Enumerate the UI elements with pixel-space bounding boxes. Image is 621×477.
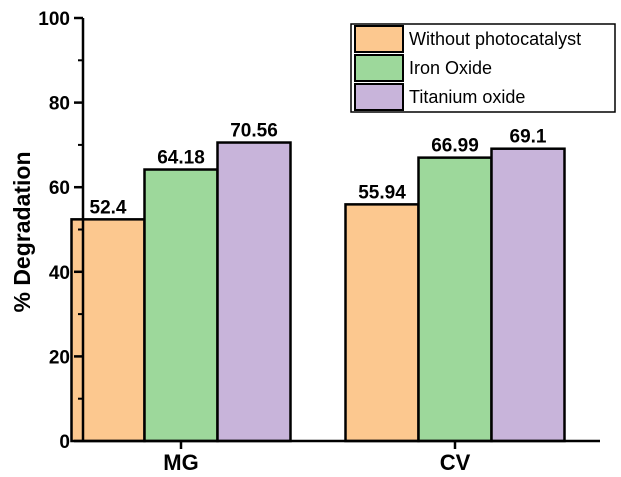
x-tick-label-cv: CV <box>440 450 471 475</box>
y-tick-label-0: 0 <box>59 432 70 453</box>
bars-layer <box>70 141 566 443</box>
bar-mg-1 <box>143 168 219 443</box>
y-axis-title: % Degradation <box>9 151 35 312</box>
y-tick-label-80: 80 <box>49 94 70 115</box>
data-label-cv-2: 69.1 <box>510 127 547 148</box>
legend-swatch-0 <box>354 25 404 53</box>
data-label-mg-1: 64.18 <box>157 148 205 169</box>
y-tick-label-20: 20 <box>49 347 70 368</box>
data-label-mg-2: 70.56 <box>230 121 278 142</box>
legend-swatch-1 <box>354 54 404 82</box>
legend: Without photocatalyst Iron Oxide Titanium … <box>350 23 616 113</box>
legend-label-1: Iron Oxide <box>409 58 492 78</box>
legend-label-2: Titanium oxide <box>409 87 525 107</box>
data-label-cv-1: 66.99 <box>431 136 479 157</box>
legend-label-0: Without photocatalyst <box>409 29 581 49</box>
bar-cv-1 <box>417 156 493 443</box>
axes-layer: MG CV 0 20 40 60 80 100 <box>38 9 600 475</box>
y-tick-label-100: 100 <box>38 9 70 30</box>
x-tick-label-mg: MG <box>163 450 198 475</box>
data-label-cv-0: 55.94 <box>358 182 406 203</box>
y-tick-label-60: 60 <box>49 178 70 199</box>
bar-cv-0 <box>344 203 420 443</box>
y-tick-label-40: 40 <box>49 263 70 284</box>
bar-cv-2 <box>490 147 566 443</box>
legend-swatch-2 <box>354 83 404 111</box>
data-label-mg-0: 52.4 <box>90 197 127 218</box>
data-labels-layer: 52.4 64.18 70.56 55.94 66.99 69.1 <box>90 121 547 219</box>
bar-mg-2 <box>216 141 292 443</box>
